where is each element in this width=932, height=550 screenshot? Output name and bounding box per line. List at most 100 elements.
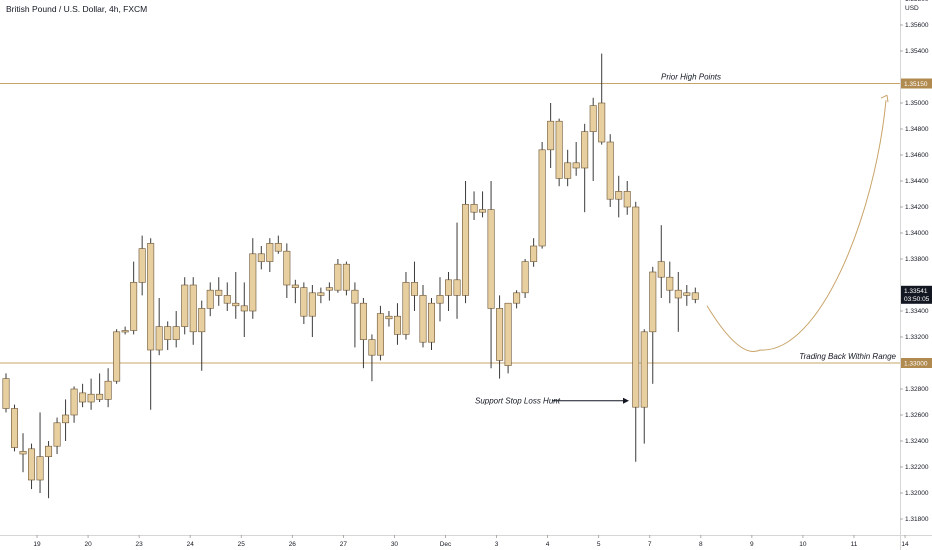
candle[interactable] <box>445 279 453 296</box>
candle[interactable] <box>121 330 129 333</box>
y-tick-label: 1.31800 <box>905 516 929 523</box>
candle[interactable] <box>308 292 316 317</box>
candle[interactable] <box>87 393 95 403</box>
candle[interactable] <box>11 408 19 448</box>
candle[interactable] <box>666 276 674 291</box>
candle[interactable] <box>581 131 589 169</box>
candle[interactable] <box>189 284 197 333</box>
x-tick-label: 24 <box>187 541 195 548</box>
candle[interactable] <box>470 204 478 213</box>
level-badge <box>901 358 932 368</box>
y-tick-label: 1.34400 <box>905 178 929 185</box>
candle[interactable] <box>223 295 231 304</box>
candle[interactable] <box>45 445 53 457</box>
candle[interactable] <box>138 248 146 283</box>
y-tick-label: 1.32200 <box>905 464 929 471</box>
candle[interactable] <box>240 305 248 312</box>
candle[interactable] <box>172 326 180 340</box>
candle[interactable] <box>215 289 223 296</box>
candle[interactable] <box>513 292 521 304</box>
candle[interactable] <box>683 292 691 296</box>
x-tick-label: 23 <box>136 541 144 548</box>
candle[interactable] <box>266 243 274 262</box>
candle[interactable] <box>385 315 393 320</box>
candle[interactable] <box>113 331 121 382</box>
candle[interactable] <box>36 456 44 481</box>
candle[interactable] <box>342 263 350 291</box>
candle[interactable] <box>28 448 36 481</box>
candle[interactable] <box>521 261 529 294</box>
candle[interactable] <box>164 326 172 340</box>
candle[interactable] <box>300 287 308 317</box>
candle[interactable] <box>359 302 367 340</box>
candle[interactable] <box>479 209 487 213</box>
candle[interactable] <box>436 295 444 304</box>
candle[interactable] <box>130 282 138 331</box>
candle[interactable] <box>147 243 155 351</box>
candle[interactable] <box>104 380 112 400</box>
y-tick-label: 1.35600 <box>905 22 929 29</box>
level-badge <box>901 78 932 89</box>
candle[interactable] <box>232 302 240 307</box>
x-tick-label: 14 <box>901 541 909 548</box>
y-tick-label: 1.35800 <box>905 0 929 3</box>
candle[interactable] <box>181 284 189 327</box>
x-tick-label: 30 <box>391 541 399 548</box>
candle[interactable] <box>427 302 435 343</box>
candle[interactable] <box>657 261 665 278</box>
candle[interactable] <box>632 206 640 408</box>
candle[interactable] <box>547 120 555 151</box>
candle[interactable] <box>555 120 563 179</box>
candle[interactable] <box>19 451 27 455</box>
candle[interactable] <box>291 284 299 288</box>
candle[interactable] <box>640 331 648 408</box>
candle[interactable] <box>410 282 418 296</box>
y-tick-label: 1.32800 <box>905 386 929 393</box>
candle[interactable] <box>487 209 495 309</box>
candle[interactable] <box>538 149 546 247</box>
candle[interactable] <box>283 250 291 286</box>
x-tick-label: 11 <box>851 541 858 548</box>
candle[interactable] <box>317 292 325 296</box>
candle[interactable] <box>2 378 10 409</box>
candle[interactable] <box>649 271 657 333</box>
candle-countdown-label: 03:50:05 <box>904 296 930 303</box>
candle[interactable] <box>351 289 359 304</box>
candle[interactable] <box>62 414 70 424</box>
candle[interactable] <box>257 253 265 262</box>
candle[interactable] <box>96 393 104 400</box>
candle[interactable] <box>70 388 78 416</box>
candle[interactable] <box>674 289 682 299</box>
candle[interactable] <box>496 308 504 361</box>
candle[interactable] <box>325 287 333 291</box>
candle[interactable] <box>198 308 206 333</box>
candle[interactable] <box>462 204 470 296</box>
chart-title: British Pound / U.S. Dollar, 4h, FXCM <box>6 4 148 14</box>
projection-curve[interactable] <box>706 100 887 352</box>
candle[interactable] <box>334 263 342 291</box>
candle[interactable] <box>376 313 384 356</box>
candle[interactable] <box>274 243 282 252</box>
candle[interactable] <box>598 102 606 143</box>
candle[interactable] <box>402 282 410 335</box>
candle[interactable] <box>623 191 631 208</box>
candle[interactable] <box>79 392 87 403</box>
candle[interactable] <box>530 245 538 262</box>
candle[interactable] <box>691 292 699 300</box>
candle[interactable] <box>606 141 614 200</box>
candle[interactable] <box>564 162 572 179</box>
y-tick-label: 1.33200 <box>905 334 929 341</box>
candle[interactable] <box>53 422 61 447</box>
candle[interactable] <box>419 295 427 343</box>
candle[interactable] <box>589 105 597 132</box>
candle[interactable] <box>368 339 376 356</box>
candle[interactable] <box>615 191 623 200</box>
candle[interactable] <box>453 279 461 296</box>
candle[interactable] <box>155 326 163 351</box>
candle[interactable] <box>504 302 512 366</box>
candle[interactable] <box>206 289 214 309</box>
candle[interactable] <box>572 162 580 169</box>
candle[interactable] <box>393 315 401 335</box>
candle[interactable] <box>249 253 257 312</box>
